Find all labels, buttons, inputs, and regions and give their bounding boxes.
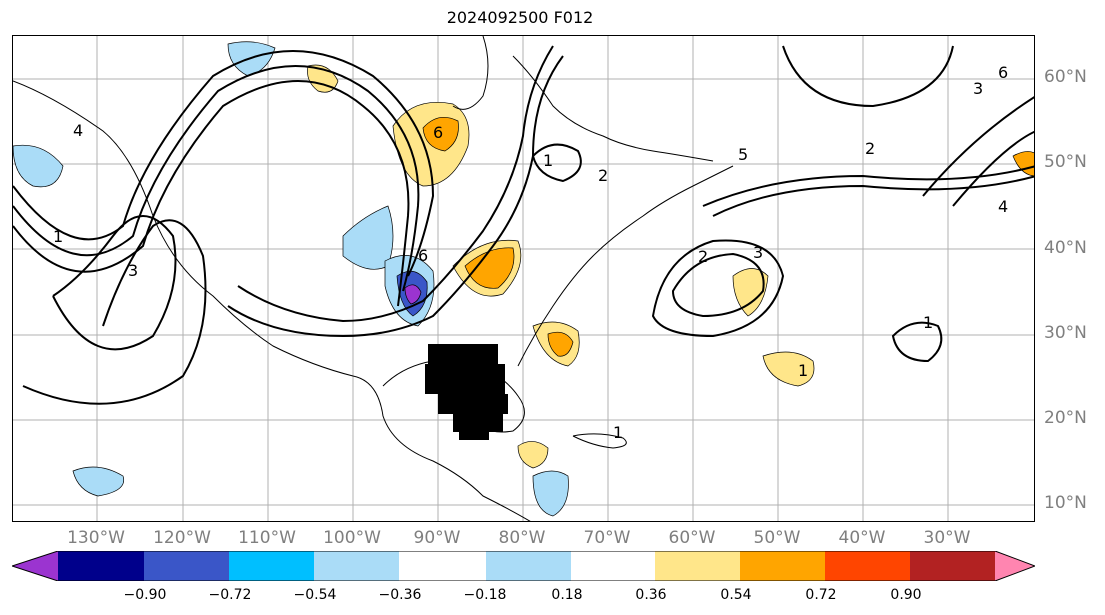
contour-label: 1 [613, 423, 623, 442]
colorbar-tick: −0.18 [463, 587, 507, 603]
lat-label-40n: 40°N [1044, 238, 1087, 258]
lat-label-60n: 60°N [1044, 67, 1087, 87]
colorbar-segment-0 [12, 551, 58, 581]
contour-label: 4 [998, 197, 1008, 216]
colorbar-segment-10 [825, 551, 910, 581]
negative-anomaly-north [227, 41, 276, 77]
shaded-field [13, 41, 1034, 517]
lat-label-50n: 50°N [1044, 152, 1087, 172]
colorbar-segment-4 [314, 551, 399, 581]
contour-label: 2 [698, 247, 708, 266]
positive-anomaly-east-atlantic [1012, 151, 1034, 177]
map-title: 2024092500 F012 [446, 8, 594, 27]
lon-label-130w: 130°W [67, 528, 125, 548]
negative-anomaly-caribbean [532, 470, 569, 517]
colorbar-segment-3 [229, 551, 314, 581]
colorbar-segment-11 [910, 551, 995, 581]
colorbar-segment-8 [655, 551, 740, 581]
negative-anomaly-low-center [404, 284, 422, 305]
lon-label-50w: 50°W [753, 528, 801, 548]
lon-label-90w: 90°W [413, 528, 461, 548]
map-canvas: 1 1 1 1 1 2 2 2 3 3 3 4 4 5 6 6 6 [13, 36, 1034, 521]
colorbar-segment-7 [571, 551, 655, 581]
colorbar-tick: 0.54 [720, 587, 752, 603]
positive-anomaly-central-atlantic [732, 268, 769, 317]
colorbar-segment-1 [58, 551, 144, 581]
lat-label-30n: 30°N [1044, 323, 1087, 343]
negative-anomaly-east-pacific [72, 466, 125, 497]
colorbar-tick: 0.72 [805, 587, 837, 603]
positive-anomaly-gulf [517, 441, 549, 469]
colorbar-tick: −0.90 [123, 587, 167, 603]
contour-label: 6 [433, 123, 443, 142]
lon-label-110w: 110°W [238, 528, 296, 548]
contour-label: 6 [998, 63, 1008, 82]
lon-label-100w: 100°W [323, 528, 381, 548]
colorbar-segment-9 [740, 551, 825, 581]
colorbar-tick: −0.36 [378, 587, 422, 603]
colorbar-tick: 0.18 [551, 587, 583, 603]
colorbar-tick: 0.36 [635, 587, 667, 603]
contour-label: 1 [53, 227, 63, 246]
contour-label: 3 [753, 243, 763, 262]
contour-label: 4 [73, 121, 83, 140]
lat-label-10n: 10°N [1044, 493, 1087, 513]
colorbar-tick: −0.54 [293, 587, 337, 603]
contour-label: 3 [973, 79, 983, 98]
colorbar-segment-6 [486, 551, 571, 581]
colorbar [12, 551, 1035, 581]
lon-label-60w: 60°W [668, 528, 716, 548]
positive-anomaly-hudson-core [422, 116, 459, 152]
contour-label-group: 1 1 1 1 1 2 2 2 3 3 3 4 4 5 6 6 6 [53, 63, 1008, 442]
lon-label-70w: 70°W [583, 528, 631, 548]
colorbar-segment-2 [144, 551, 229, 581]
contour-label: 2 [598, 166, 608, 185]
positive-anomaly-atlantic-coast-core [547, 331, 574, 357]
lat-label-20n: 20°N [1044, 408, 1087, 428]
contour-label: 1 [543, 151, 553, 170]
negative-anomaly-plains [342, 205, 394, 270]
contour-label: 2 [865, 139, 875, 158]
positive-anomaly-subtropical [762, 351, 815, 387]
colorbar-tick: 0.90 [890, 587, 922, 603]
contour-label: 5 [738, 145, 748, 164]
lon-label-120w: 120°W [153, 528, 211, 548]
colorbar-segment-12 [995, 551, 1035, 581]
lon-label-40w: 40°W [838, 528, 886, 548]
colorbar-tick: −0.72 [208, 587, 252, 603]
lon-label-80w: 80°W [498, 528, 546, 548]
hatched-region [425, 344, 508, 440]
contour-lines [13, 45, 1034, 405]
contour-label: 6 [418, 246, 428, 265]
contour-label: 3 [128, 261, 138, 280]
contour-label: 1 [923, 313, 933, 332]
map-panel[interactable]: 1 1 1 1 1 2 2 2 3 3 3 4 4 5 6 6 6 [12, 35, 1035, 522]
negative-anomaly-west-coast [13, 144, 64, 188]
colorbar-segment-5 [399, 551, 486, 581]
contour-label: 1 [798, 361, 808, 380]
lon-label-30w: 30°W [923, 528, 971, 548]
